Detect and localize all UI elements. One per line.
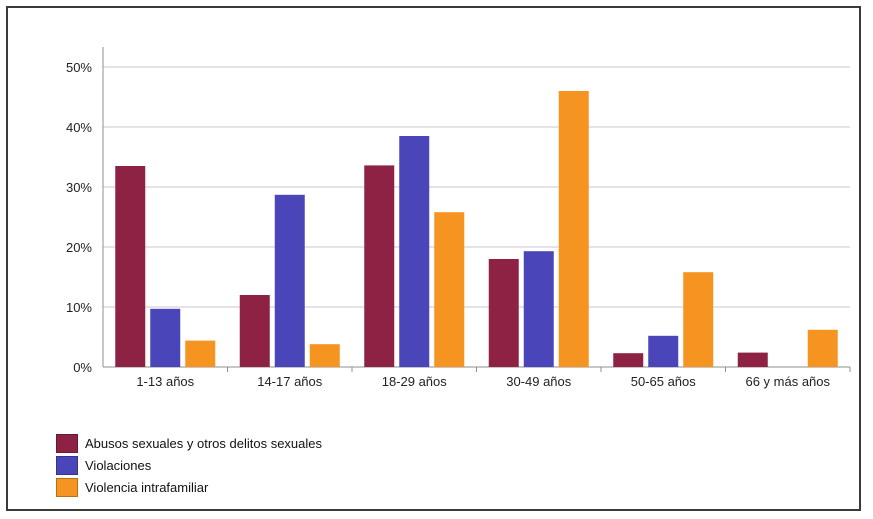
bar <box>239 295 270 367</box>
bar <box>523 251 554 367</box>
y-tick-label: 50% <box>66 60 92 75</box>
bar <box>274 194 305 367</box>
legend-label-violencia: Violencia intrafamiliar <box>85 479 209 495</box>
legend-item-abusos: Abusos sexuales y otros delitos sexuales <box>56 432 322 454</box>
legend-swatch-violaciones <box>56 455 78 475</box>
bar <box>309 344 340 367</box>
legend-label-violaciones: Violaciones <box>85 457 152 473</box>
x-category-label: 14-17 años <box>257 374 323 389</box>
y-tick-label: 20% <box>66 240 92 255</box>
legend-item-violaciones: Violaciones <box>56 454 322 476</box>
bar <box>613 353 644 367</box>
y-tick-label: 10% <box>66 300 92 315</box>
legend-swatch-violencia <box>56 477 78 497</box>
bar <box>488 259 519 367</box>
bar <box>185 340 216 367</box>
x-category-label: 1-13 años <box>136 374 194 389</box>
legend-swatch-abusos <box>56 433 78 453</box>
legend-item-violencia: Violencia intrafamiliar <box>56 476 322 498</box>
x-category-label: 66 y más años <box>745 374 830 389</box>
bar <box>807 329 838 367</box>
x-category-label: 30-49 años <box>506 374 572 389</box>
bar <box>737 352 768 367</box>
bar <box>399 136 430 367</box>
bar <box>558 91 589 367</box>
x-category-label: 50-65 años <box>631 374 697 389</box>
y-tick-label: 0% <box>73 360 92 375</box>
legend-label-abusos: Abusos sexuales y otros delitos sexuales <box>85 435 323 451</box>
bar <box>683 272 714 367</box>
bar <box>115 166 146 367</box>
bar <box>434 212 465 367</box>
bar <box>648 335 679 367</box>
bar <box>364 165 395 367</box>
bar <box>150 308 181 367</box>
chart-frame <box>6 6 861 511</box>
x-category-label: 18-29 años <box>382 374 448 389</box>
chart-legend: Abusos sexuales y otros delitos sexuales… <box>56 432 322 498</box>
y-tick-label: 40% <box>66 120 92 135</box>
y-tick-label: 30% <box>66 180 92 195</box>
